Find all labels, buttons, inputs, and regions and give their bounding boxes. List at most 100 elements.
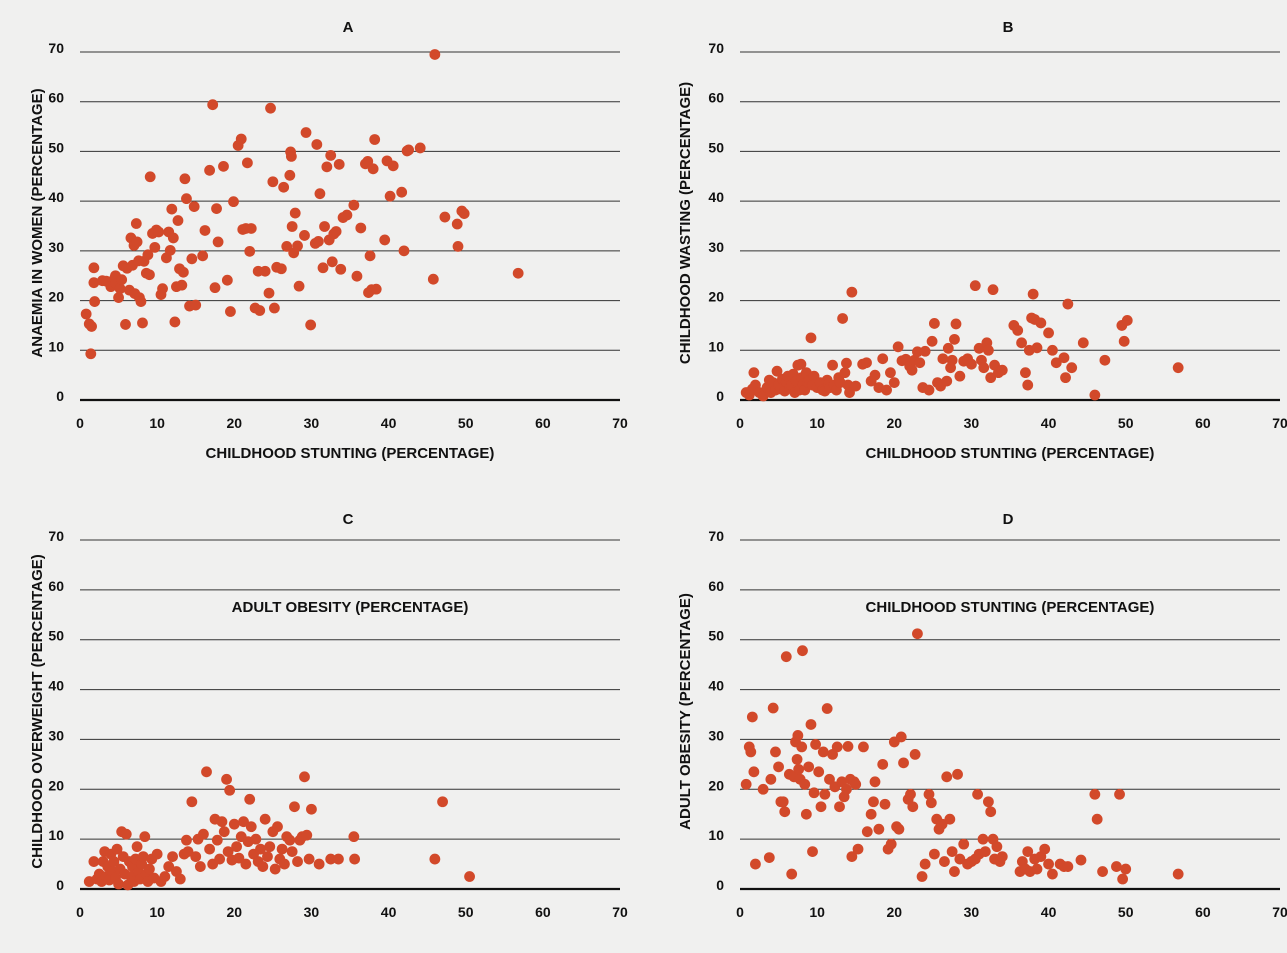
data-point	[1118, 335, 1130, 347]
data-point	[207, 99, 219, 111]
data-point	[1089, 389, 1101, 401]
data-point	[842, 741, 854, 752]
data-point	[224, 784, 236, 796]
x-tick-label: 50	[1118, 904, 1134, 920]
data-point	[429, 853, 441, 865]
data-points	[740, 280, 1184, 402]
panel-title: A	[343, 19, 354, 36]
data-point	[773, 761, 784, 773]
data-point	[335, 263, 347, 275]
data-point	[941, 375, 953, 387]
data-point	[286, 221, 298, 232]
data-point	[1117, 873, 1129, 885]
y-tick-label: 20	[708, 777, 724, 793]
data-point	[881, 384, 892, 396]
data-point	[254, 305, 266, 316]
data-point	[810, 739, 821, 750]
data-point	[349, 853, 361, 865]
data-point	[265, 102, 276, 114]
data-point	[157, 283, 168, 295]
data-point	[770, 746, 781, 758]
data-point	[348, 199, 360, 211]
data-point	[805, 719, 817, 730]
data-point	[973, 342, 985, 354]
x-tick-label: 60	[1195, 415, 1211, 431]
data-point	[242, 157, 253, 169]
data-point	[299, 230, 310, 241]
data-point	[176, 279, 188, 291]
data-point	[427, 273, 439, 285]
data-point	[153, 226, 165, 238]
data-point	[88, 262, 100, 274]
x-tick-label: 70	[1272, 415, 1287, 431]
data-point	[144, 269, 155, 281]
data-point	[151, 848, 163, 860]
y-tick-label: 0	[56, 388, 64, 404]
data-point	[850, 778, 862, 790]
data-point	[834, 801, 845, 813]
data-point	[314, 188, 326, 200]
data-point	[228, 818, 240, 830]
data-point	[1075, 854, 1087, 866]
data-point	[255, 843, 266, 855]
data-point	[987, 284, 999, 296]
x-tick-label: 20	[886, 415, 902, 431]
data-point	[907, 801, 919, 813]
data-point	[259, 265, 271, 277]
data-point	[437, 796, 448, 808]
data-point	[245, 821, 257, 833]
data-point	[767, 702, 779, 714]
x-tick-label: 70	[612, 415, 628, 431]
data-point	[817, 746, 829, 758]
data-point	[214, 853, 226, 865]
data-point	[313, 858, 325, 870]
data-point	[362, 155, 374, 167]
data-point	[369, 134, 381, 145]
data-point	[269, 302, 280, 314]
x-axis-label: CHILDHOOD STUNTING (PERCENTAGE)	[866, 445, 1155, 462]
data-point	[166, 203, 178, 215]
data-point	[1172, 362, 1184, 374]
data-point	[131, 841, 143, 853]
data-point	[1060, 372, 1071, 384]
data-point	[1016, 337, 1027, 349]
data-point	[218, 160, 229, 172]
y-axis-label: CHILDHOOD OVERWEIGHT (PERCENTAGE)	[29, 554, 46, 868]
data-point	[139, 831, 151, 843]
data-point	[937, 353, 949, 365]
data-point	[888, 377, 900, 388]
data-point	[319, 221, 330, 232]
data-point	[88, 856, 100, 867]
x-tick-label: 70	[1272, 904, 1287, 920]
data-point	[330, 226, 342, 237]
data-point	[379, 234, 391, 246]
data-point	[144, 863, 155, 875]
data-point	[333, 853, 344, 865]
data-point	[333, 158, 345, 170]
x-tick-label: 20	[226, 904, 242, 920]
data-point	[885, 367, 896, 379]
x-tick-label: 0	[76, 415, 84, 431]
y-tick-label: 60	[48, 90, 64, 106]
data-point	[1077, 337, 1089, 349]
panel-d: 0 10 20 30 40 50 60 70 0 10 20 30 40 50 60 70 D CHILDHOOD…	[677, 511, 1287, 920]
data-point	[199, 225, 211, 236]
data-point	[113, 878, 124, 890]
y-tick-label: 50	[708, 628, 724, 644]
data-point	[257, 861, 269, 872]
data-point	[512, 267, 524, 279]
data-point	[985, 806, 997, 818]
data-point	[1058, 352, 1070, 364]
data-point	[1027, 288, 1039, 300]
data-point	[149, 241, 161, 253]
data-point	[966, 358, 977, 370]
y-tick-label: 50	[48, 628, 64, 644]
data-point	[263, 287, 275, 299]
data-point	[167, 851, 178, 862]
data-point	[286, 846, 298, 858]
data-point	[996, 851, 1008, 862]
data-point	[326, 256, 338, 268]
y-tick-label: 10	[48, 827, 64, 843]
y-tick-label: 50	[708, 139, 724, 155]
x-axis-label: CHILDHOOD STUNTING (PERCENTAGE)	[206, 445, 495, 462]
